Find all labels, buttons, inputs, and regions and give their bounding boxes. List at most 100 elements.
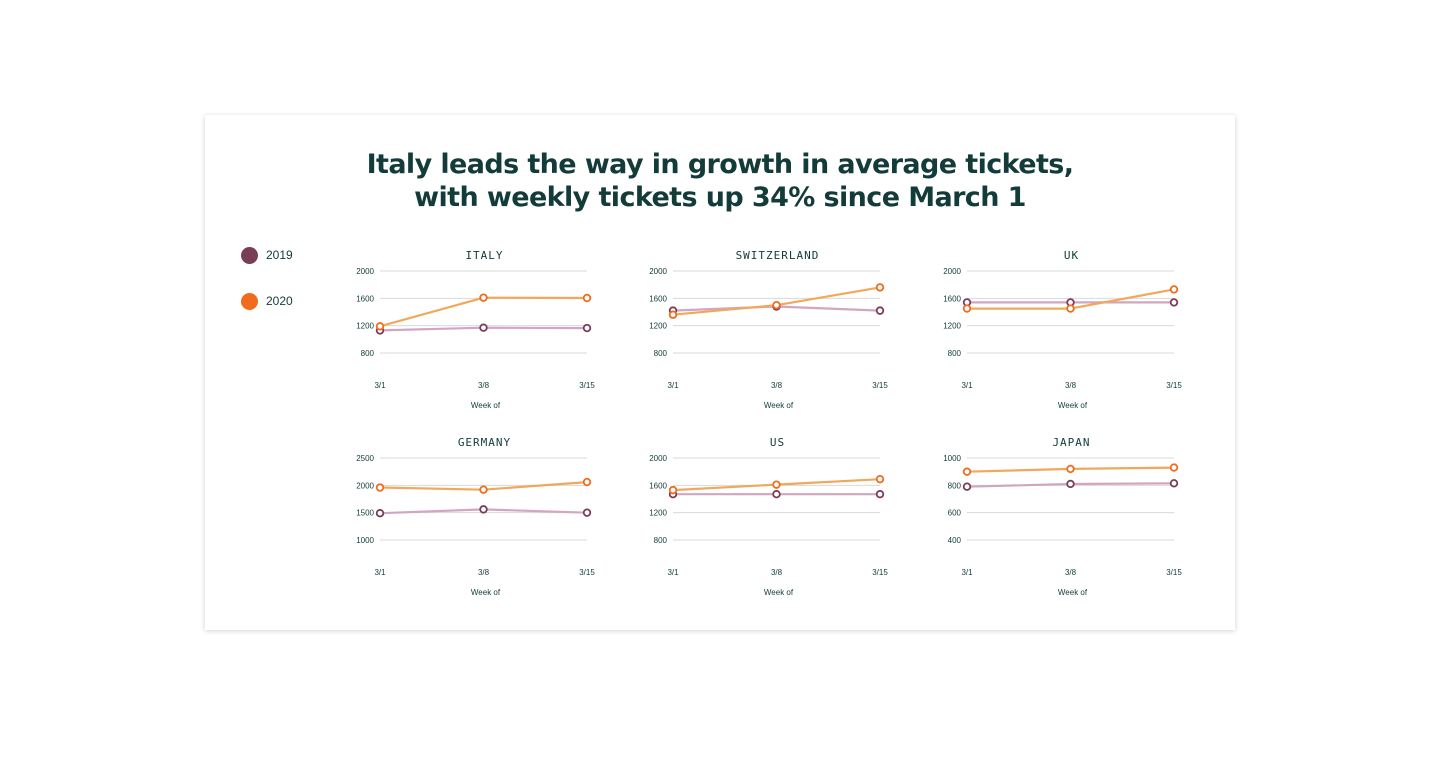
- x-tick-label-germany-2: 3/15: [579, 568, 595, 577]
- data-point-switzerland-2020-2: [875, 283, 885, 292]
- x-tick-label-germany-1: 3/8: [478, 568, 490, 577]
- legend-label-2019: 2019: [266, 248, 293, 262]
- y-tick-label-us-2000: 2000: [649, 454, 667, 463]
- x-tick-label-switzerland-0: 3/1: [667, 381, 679, 390]
- panel-title-japan: JAPAN: [1052, 436, 1090, 449]
- legend: 2019 2020: [241, 245, 293, 337]
- y-tick-label-italy-800: 800: [361, 349, 375, 358]
- chart-title-line-2: with weekly tickets up 34% since March 1: [414, 182, 1026, 213]
- data-point-uk-2019-2: [1169, 298, 1179, 307]
- x-tick-label-switzerland-2: 3/15: [872, 381, 888, 390]
- legend-item-2019: 2019: [241, 245, 293, 265]
- data-point-italy-2020-0: [375, 322, 385, 331]
- x-tick-label-switzerland-1: 3/8: [771, 381, 783, 390]
- data-point-germany-2020-2: [582, 477, 592, 487]
- data-point-italy-2020-2: [582, 293, 592, 303]
- chart-us: US 800 1200 1600 2000 3/1 3/8 3/15 Week of: [649, 436, 888, 597]
- legend-swatch-2020: [241, 292, 258, 310]
- data-point-uk-2020-0: [962, 304, 972, 313]
- y-tick-label-uk-800: 800: [948, 349, 962, 358]
- x-tick-label-us-1: 3/8: [771, 568, 783, 577]
- data-point-italy-2019-1: [479, 323, 488, 332]
- panel-title-switzerland: SWITZERLAND: [736, 249, 820, 262]
- data-point-switzerland-2019-2: [875, 306, 885, 315]
- chart-germany: GERMANY 1000 1500 2000 2500 3/1 3/8 3/15 Week of: [356, 436, 595, 597]
- y-tick-label-japan-400: 400: [948, 536, 962, 545]
- x-tick-label-us-2: 3/15: [872, 568, 888, 577]
- data-point-us-2019-2: [875, 490, 885, 499]
- data-point-japan-2020-2: [1169, 463, 1179, 472]
- y-tick-label-uk-1600: 1600: [943, 294, 961, 303]
- legend-item-2020: 2020: [241, 291, 293, 311]
- y-tick-label-uk-1200: 1200: [943, 322, 961, 331]
- x-axis-label-us: Week of: [764, 588, 794, 597]
- data-point-japan-2019-1: [1066, 479, 1075, 489]
- y-tick-label-switzerland-2000: 2000: [649, 267, 667, 276]
- chart-italy: ITALY 800 1200 1600 2000 3/1 3/8 3/15 Week of: [356, 249, 595, 410]
- x-axis-label-switzerland: Week of: [764, 401, 794, 410]
- panel-title-us: US: [770, 436, 785, 449]
- data-point-us-2020-2: [875, 474, 885, 484]
- x-tick-label-uk-0: 3/1: [961, 381, 973, 390]
- data-point-germany-2019-2: [582, 508, 592, 517]
- chart-title: Italy leads the way in growth in average…: [205, 148, 1235, 214]
- series-line-italy-2020: [379, 296, 588, 328]
- data-point-germany-2019-0: [375, 509, 385, 518]
- y-tick-label-us-1200: 1200: [649, 509, 667, 518]
- data-point-germany-2020-1: [479, 485, 488, 494]
- data-point-germany-2019-1: [479, 505, 488, 514]
- chart-switzerland: SWITZERLAND 800 1200 1600 2000 3/1 3/8 3/15 Week…: [649, 249, 888, 410]
- y-tick-label-germany-2000: 2000: [356, 481, 374, 490]
- chart-uk: UK 800 1200 1600 2000 3/1 3/8 3/15 Week of: [943, 249, 1182, 410]
- data-point-italy-2020-1: [479, 293, 488, 302]
- data-point-japan-2019-0: [962, 482, 972, 491]
- x-tick-label-italy-1: 3/8: [478, 381, 490, 390]
- y-tick-label-germany-1000: 1000: [356, 536, 374, 545]
- data-point-us-2019-1: [772, 490, 781, 499]
- y-tick-label-switzerland-1600: 1600: [649, 294, 667, 303]
- data-point-us-2020-0: [668, 485, 678, 495]
- x-axis-label-germany: Week of: [471, 588, 501, 597]
- legend-swatch-2019: [241, 246, 258, 264]
- y-tick-label-japan-1000: 1000: [943, 454, 961, 463]
- y-tick-label-italy-1600: 1600: [356, 294, 374, 303]
- x-axis-label-japan: Week of: [1058, 588, 1088, 597]
- x-tick-label-italy-0: 3/1: [374, 381, 386, 390]
- legend-label-2020: 2020: [266, 294, 293, 308]
- y-tick-label-germany-1500: 1500: [356, 509, 374, 518]
- x-axis-label-uk: Week of: [1058, 401, 1088, 410]
- y-tick-label-us-1600: 1600: [649, 481, 667, 490]
- x-tick-label-uk-2: 3/15: [1166, 381, 1182, 390]
- x-axis-label-italy: Week of: [471, 401, 501, 410]
- chart-japan: JAPAN 400 600 800 1000 3/1 3/8 3/15 Week of: [943, 436, 1182, 597]
- x-tick-label-japan-0: 3/1: [961, 568, 973, 577]
- x-tick-label-japan-2: 3/15: [1166, 568, 1182, 577]
- x-tick-label-italy-2: 3/15: [579, 381, 595, 390]
- chart-title-line-1: Italy leads the way in growth in average…: [366, 149, 1074, 180]
- x-tick-label-japan-1: 3/8: [1065, 568, 1077, 577]
- y-tick-label-italy-2000: 2000: [356, 267, 374, 276]
- y-tick-label-uk-2000: 2000: [943, 267, 961, 276]
- data-point-uk-2020-1: [1066, 304, 1075, 313]
- y-tick-label-japan-600: 600: [948, 509, 962, 518]
- y-tick-label-switzerland-1200: 1200: [649, 322, 667, 331]
- data-point-japan-2020-1: [1066, 464, 1075, 474]
- data-point-switzerland-2020-0: [668, 310, 678, 319]
- data-point-japan-2019-2: [1169, 479, 1179, 488]
- y-tick-label-us-800: 800: [654, 536, 668, 545]
- data-point-germany-2020-0: [375, 483, 385, 492]
- y-tick-label-germany-2500: 2500: [356, 454, 374, 463]
- x-tick-label-germany-0: 3/1: [374, 568, 386, 577]
- y-tick-label-switzerland-800: 800: [654, 349, 668, 358]
- y-tick-label-japan-800: 800: [948, 481, 962, 490]
- x-tick-label-uk-1: 3/8: [1065, 381, 1077, 390]
- data-point-switzerland-2020-1: [772, 300, 781, 310]
- data-point-us-2020-1: [772, 480, 781, 489]
- x-tick-label-us-0: 3/1: [667, 568, 679, 577]
- panel-title-uk: UK: [1064, 249, 1079, 262]
- panel-title-italy: ITALY: [465, 249, 503, 262]
- y-tick-label-italy-1200: 1200: [356, 322, 374, 331]
- data-point-italy-2019-2: [582, 323, 592, 333]
- panel-title-germany: GERMANY: [458, 436, 511, 449]
